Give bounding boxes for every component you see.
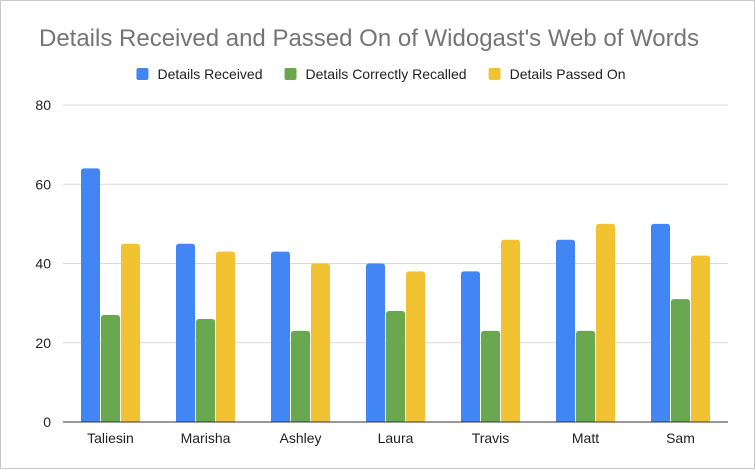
x-tick-label: Sam xyxy=(666,430,695,446)
legend-swatch-1 xyxy=(136,68,149,80)
legend-label-3: Details Passed On xyxy=(510,66,626,82)
bar-travis-series-1 xyxy=(461,271,480,422)
bar-laura-series-2 xyxy=(386,311,405,422)
bar-taliesin-series-2 xyxy=(101,315,120,422)
x-axis-ticks: Taliesin Marisha Ashley Laura Travis Matt Sam xyxy=(87,430,695,446)
bar-marisha-series-3 xyxy=(216,251,235,422)
chart-title: Details Received and Passed On of Widoga… xyxy=(39,25,699,52)
bar-sam-series-2 xyxy=(671,299,690,422)
bar-sam-series-1 xyxy=(651,223,670,422)
legend: Details Received Details Correctly Recall… xyxy=(136,66,626,82)
x-tick-label: Travis xyxy=(472,430,510,446)
y-tick-label: 20 xyxy=(35,335,51,351)
bar-laura-series-3 xyxy=(406,271,425,422)
x-tick-label: Taliesin xyxy=(87,430,134,446)
bar-taliesin-series-3 xyxy=(121,243,140,422)
x-tick-label: Matt xyxy=(572,430,599,446)
y-tick-label: 80 xyxy=(35,97,51,113)
y-tick-label: 60 xyxy=(35,176,51,192)
y-axis-ticks: 0 20 40 60 80 xyxy=(35,97,51,430)
x-tick-label: Laura xyxy=(378,430,414,446)
x-tick-label: Marisha xyxy=(181,430,231,446)
bar-marisha-series-1 xyxy=(176,243,195,422)
bar-matt-series-2 xyxy=(576,330,595,422)
legend-label-2: Details Correctly Recalled xyxy=(306,66,467,82)
legend-label-1: Details Received xyxy=(157,66,262,82)
legend-swatch-3 xyxy=(488,68,501,80)
y-tick-label: 40 xyxy=(35,256,51,272)
bar-ashley-series-2 xyxy=(291,330,310,422)
bar-marisha-series-2 xyxy=(196,318,215,422)
legend-swatch-2 xyxy=(284,68,297,80)
bar-taliesin-series-1 xyxy=(81,168,100,422)
bar-laura-series-1 xyxy=(366,263,385,422)
y-tick-label: 0 xyxy=(43,414,51,430)
gridlines xyxy=(63,104,728,344)
bar-sam-series-3 xyxy=(691,255,710,422)
bar-travis-series-3 xyxy=(501,239,520,422)
bars xyxy=(81,168,710,422)
bar-matt-series-1 xyxy=(556,239,575,422)
bar-ashley-series-3 xyxy=(311,263,330,422)
x-tick-label: Ashley xyxy=(279,430,321,446)
bar-matt-series-3 xyxy=(596,223,615,422)
bar-ashley-series-1 xyxy=(271,251,290,422)
bar-travis-series-2 xyxy=(481,330,500,422)
